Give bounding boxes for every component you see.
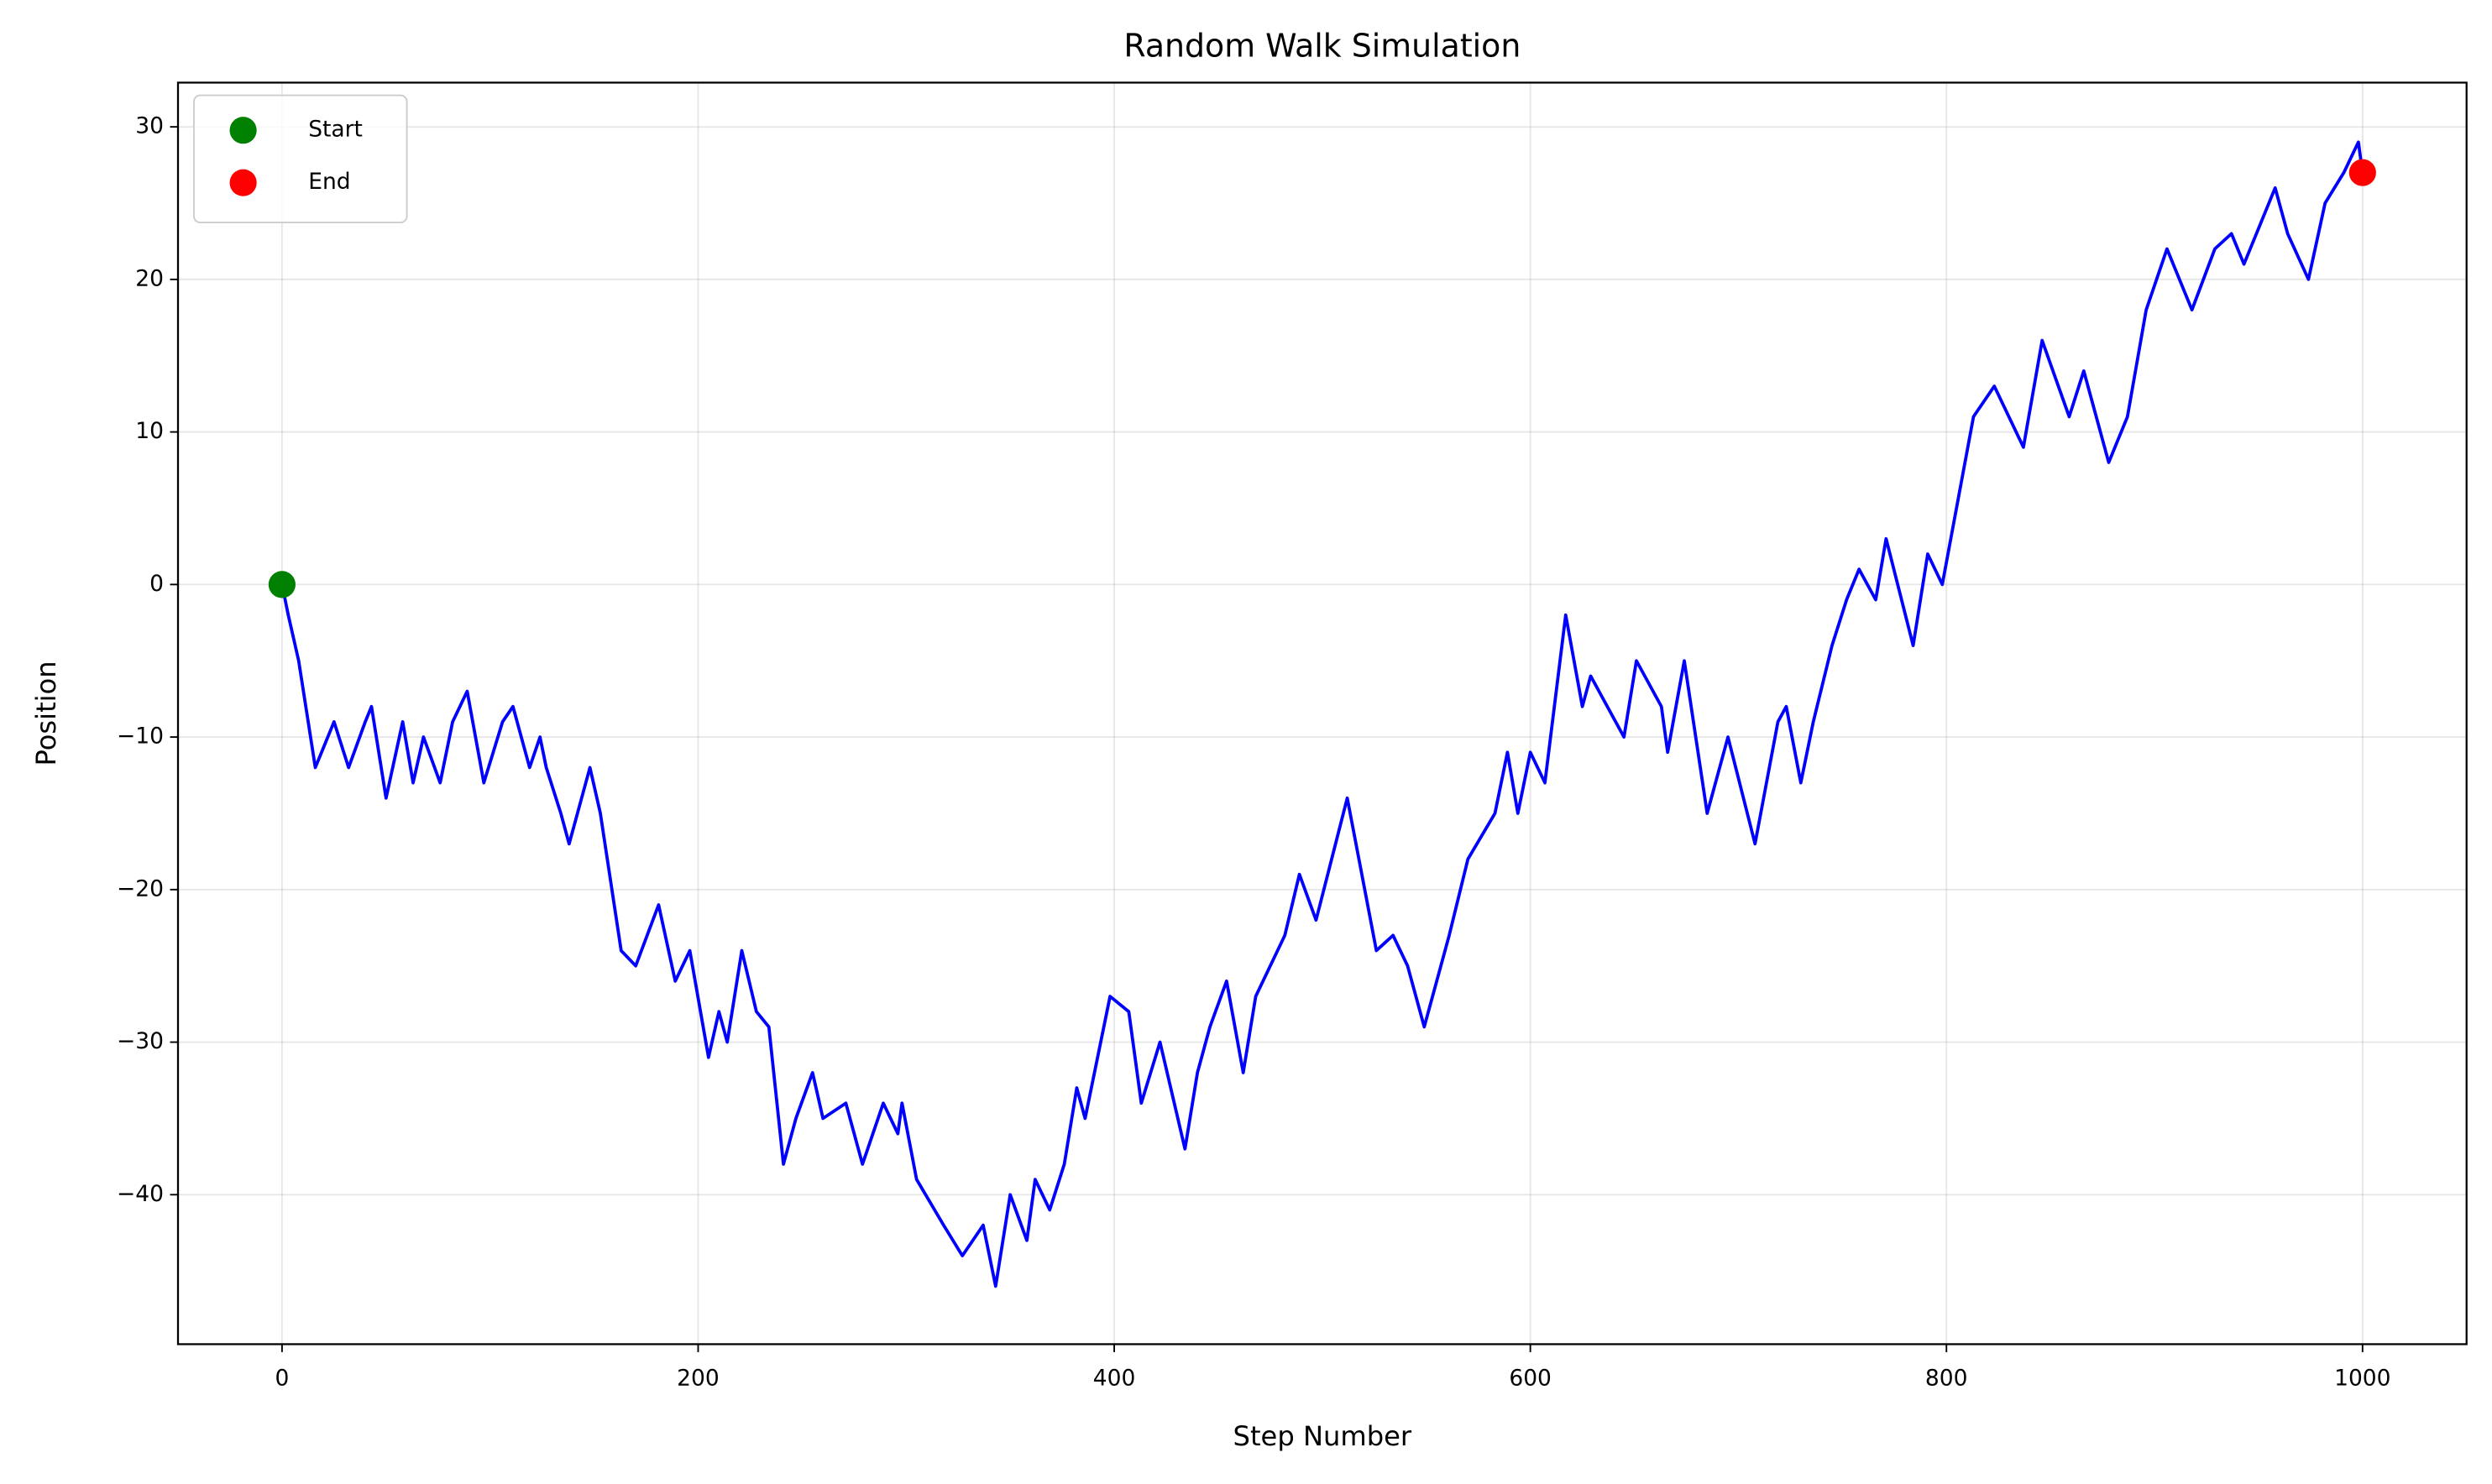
y-tick-label: −20 [117, 875, 164, 901]
x-tick-label: 1000 [2334, 1366, 2390, 1392]
legend-label: Start [308, 117, 363, 143]
legend-box [192, 94, 408, 223]
y-tick-label: 10 [135, 418, 164, 444]
x-tick-label: 600 [1509, 1366, 1552, 1392]
walk-line [280, 140, 2364, 1288]
marker-point [2348, 159, 2376, 186]
legend-label: End [308, 169, 350, 195]
legend-marker [229, 169, 257, 196]
y-tick-label: −40 [117, 1181, 164, 1207]
x-axis-label: Step Number [1233, 1420, 1412, 1452]
x-tick-label: 400 [1093, 1366, 1136, 1392]
y-axis-label: Position [30, 661, 62, 766]
chart-title: Random Walk Simulation [1123, 27, 1521, 64]
legend-marker [229, 117, 257, 144]
x-tick-label: 0 [275, 1366, 289, 1392]
legend: Start End [192, 94, 408, 223]
y-tick-label: 0 [149, 571, 164, 597]
marker-point [268, 571, 296, 598]
x-tick-label: 200 [677, 1366, 720, 1392]
y-tick-label: 30 [135, 113, 164, 139]
x-tick-label: 800 [1925, 1366, 1968, 1392]
plot-frame [176, 81, 2468, 1346]
y-tick-label: −30 [117, 1028, 164, 1054]
y-tick-label: 20 [135, 265, 164, 291]
y-tick-label: −10 [117, 724, 164, 750]
